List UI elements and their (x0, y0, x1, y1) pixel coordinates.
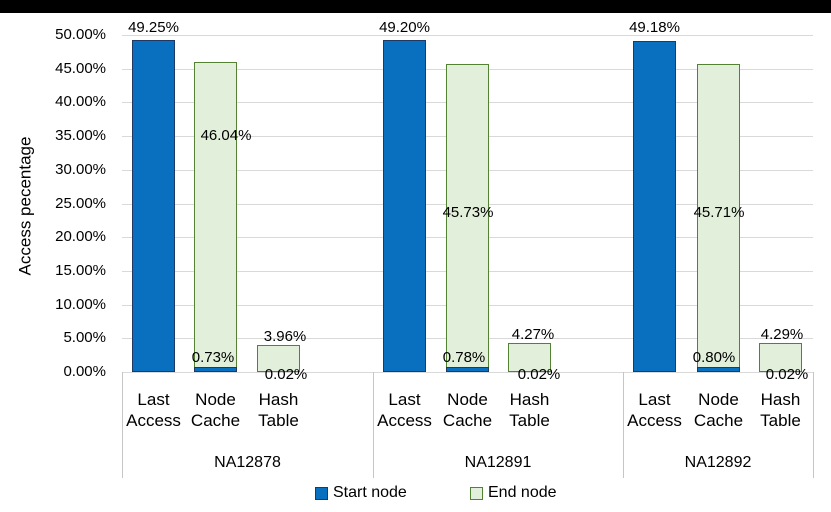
y-tick-label: 45.00% (55, 59, 106, 77)
y-tick-label: 0.00% (63, 363, 106, 380)
data-label: 49.18% (629, 19, 680, 36)
top-black-bar (0, 0, 831, 13)
group-separator (373, 372, 374, 478)
data-label: 0.78% (442, 349, 486, 366)
y-tick-label: 30.00% (55, 160, 106, 178)
data-label: 0.02% (264, 366, 308, 383)
data-label: 0.73% (191, 349, 235, 366)
group-label: NA12891 (464, 454, 532, 471)
legend-item-end-node: End node (470, 485, 557, 501)
legend-swatch-start-node (315, 486, 328, 500)
y-tick-label: 35.00% (55, 127, 106, 145)
legend-swatch-end-node (470, 486, 483, 500)
data-label: 46.04% (200, 127, 252, 144)
bar-start-node (383, 40, 426, 372)
category-label: Hash Table (509, 390, 550, 430)
legend-label: Start node (333, 484, 407, 501)
data-label: 0.02% (765, 366, 809, 383)
bar-end-node (257, 345, 300, 372)
group-label: NA12878 (214, 454, 281, 471)
category-label: Node Cache (442, 390, 493, 430)
bar-start-node (633, 40, 676, 372)
data-label: 49.25% (128, 19, 179, 36)
y-tick-label: 40.00% (55, 93, 106, 111)
category-label: Node Cache (190, 390, 241, 430)
bar-end-node (697, 63, 740, 372)
data-label: 0.02% (517, 366, 561, 383)
category-label: Node Cache (693, 390, 744, 430)
data-label: 0.80% (692, 349, 736, 366)
data-label: 3.96% (263, 328, 307, 345)
category-label: Last Access (627, 390, 682, 430)
y-tick-label: 50.00% (55, 26, 106, 43)
bar-end-node (446, 63, 489, 372)
bar-end-node (759, 343, 802, 372)
category-label: Last Access (377, 390, 432, 430)
gridline (122, 35, 813, 36)
data-label: 4.29% (760, 326, 804, 343)
bar-start-node (446, 366, 489, 372)
group-separator (122, 372, 123, 478)
category-label: Hash Table (258, 390, 299, 430)
legend-label: End node (488, 484, 557, 501)
y-tick-label: 5.00% (63, 329, 106, 347)
gridline (122, 372, 813, 373)
bar-start-node (194, 367, 237, 372)
category-label: Hash Table (760, 390, 801, 430)
data-label: 49.20% (379, 19, 430, 36)
data-label: 45.71% (693, 204, 745, 221)
bar-end-node (508, 343, 551, 372)
y-tick-label: 10.00% (55, 295, 106, 313)
group-label: NA12892 (684, 454, 752, 471)
data-label: 45.73% (442, 204, 494, 221)
y-tick-label: 15.00% (55, 261, 106, 279)
y-tick-label: 25.00% (55, 194, 106, 212)
y-tick-label: 20.00% (55, 228, 106, 246)
legend-item-start-node: Start node (315, 485, 407, 501)
bar-start-node (132, 40, 175, 372)
group-separator (623, 372, 624, 478)
group-separator (813, 372, 814, 478)
data-label: 4.27% (511, 326, 555, 343)
bar-end-node (194, 61, 237, 372)
category-label: Last Access (126, 390, 181, 430)
bar-start-node (697, 366, 740, 372)
